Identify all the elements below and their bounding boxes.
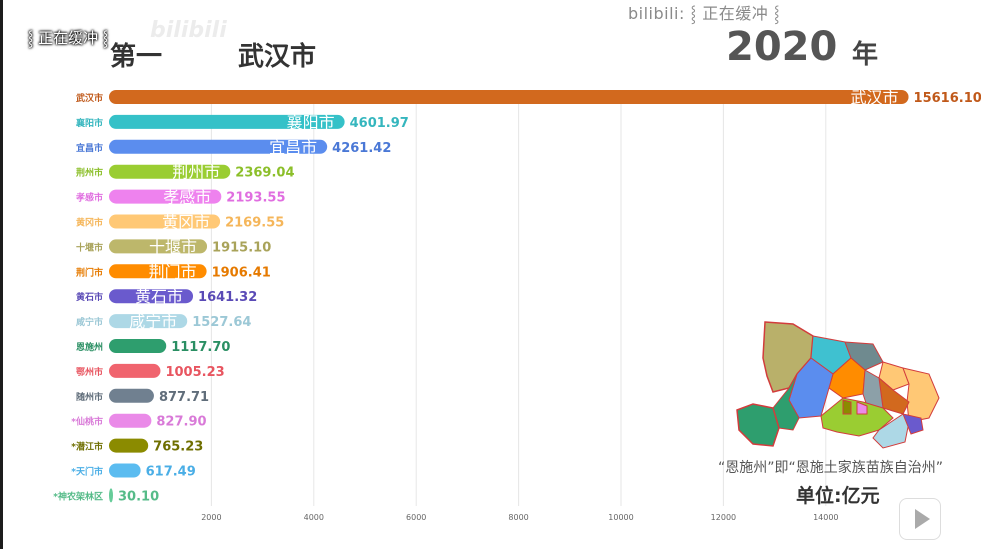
year-display: 2020: [726, 24, 838, 70]
x-tick-label: 8000: [508, 513, 528, 522]
bar-name-label: 武汉市: [851, 88, 899, 107]
bar: [109, 438, 149, 453]
category-label: 黄冈市: [76, 217, 103, 229]
category-label: 宜昌市: [76, 142, 103, 154]
bar: [109, 413, 152, 428]
bar: [109, 488, 113, 503]
value-label: 4261.42: [332, 141, 391, 156]
bar: [109, 214, 221, 229]
value-label: 1117.70: [171, 340, 230, 355]
bar: [109, 264, 207, 279]
value-label: 30.10: [118, 489, 159, 504]
x-tick-label: 2000: [201, 513, 221, 522]
bar-name-label: 孝感市: [163, 188, 211, 207]
bar-name-label: 咸宁市: [129, 312, 177, 331]
bar: [109, 239, 208, 254]
bar-name-label: 襄阳市: [287, 113, 335, 132]
bar-name-label: 十堰市: [149, 237, 197, 256]
category-label: *潜江市: [71, 441, 103, 453]
bar-name-label: 荆州市: [172, 163, 220, 182]
category-label: 襄阳市: [75, 117, 103, 129]
x-tick-label: 14000: [813, 513, 838, 522]
x-tick-label: 12000: [711, 513, 736, 522]
buffering-status-top: bilibili: ⸾ 正在缓冲 ⸾: [628, 4, 781, 23]
bar: [109, 314, 188, 329]
x-tick-label: 4000: [304, 513, 324, 522]
category-label: 荆州市: [76, 167, 103, 179]
video-frame-edge: [0, 0, 3, 549]
category-label: 咸宁市: [76, 316, 103, 328]
category-label: 鄂州市: [76, 366, 103, 378]
value-label: 827.90: [156, 415, 206, 430]
category-label: 武汉市: [76, 92, 103, 104]
value-label: 877.71: [159, 390, 209, 405]
value-label: 15616.10: [914, 91, 981, 106]
play-icon[interactable]: [899, 498, 941, 540]
value-label: 1915.10: [212, 240, 271, 255]
x-tick-label: 10000: [608, 513, 633, 522]
value-label: 617.49: [146, 465, 196, 480]
category-label: 恩施州: [76, 341, 103, 353]
rank-label: 第一: [110, 42, 163, 72]
unit-label: 单位:亿元: [796, 485, 880, 507]
value-label: 2193.55: [226, 191, 285, 206]
category-label: 黄石市: [76, 291, 103, 303]
x-tick-label: 6000: [406, 513, 426, 522]
bar-name-label: 黄冈市: [162, 213, 210, 232]
footnote: “恩施州”即“恩施土家族苗族自治州”: [718, 460, 944, 476]
category-label: 随州市: [76, 391, 103, 403]
category-label: 十堰市: [76, 241, 103, 253]
category-label: 孝感市: [75, 192, 103, 204]
bar: [109, 114, 345, 129]
bar: [109, 463, 141, 478]
value-label: 1527.64: [192, 315, 251, 330]
value-label: 2369.04: [235, 166, 294, 181]
value-label: 2169.55: [225, 216, 284, 231]
category-label: *神农架林区: [53, 490, 103, 502]
bar: [109, 164, 231, 179]
bar: [109, 90, 909, 104]
year-unit: 年: [852, 40, 879, 70]
category-label: 荆门市: [76, 266, 103, 278]
category-label: *天门市: [71, 466, 103, 478]
bar: [109, 289, 194, 304]
current-leader-name: 武汉市: [238, 42, 317, 72]
bilibili-watermark: bilibili: [150, 18, 227, 43]
bar-name-label: 宜昌市: [269, 138, 317, 157]
bar: [109, 339, 167, 353]
bar-name-label: 黄石市: [135, 287, 183, 306]
buffering-status-left: ⸾ 正在缓冲 ⸾: [28, 29, 109, 47]
category-label: *仙桃市: [71, 416, 103, 428]
bar: [109, 189, 222, 204]
value-label: 1906.41: [212, 265, 271, 280]
value-label: 4601.97: [350, 116, 409, 131]
value-label: 1641.32: [198, 290, 257, 305]
bar-name-label: 荆门市: [149, 262, 197, 281]
bar: [109, 363, 161, 378]
value-label: 765.23: [153, 440, 203, 455]
bar: [109, 139, 328, 154]
hubei-map-icon: [736, 321, 940, 449]
value-label: 1005.23: [165, 365, 224, 380]
bar: [109, 388, 154, 403]
